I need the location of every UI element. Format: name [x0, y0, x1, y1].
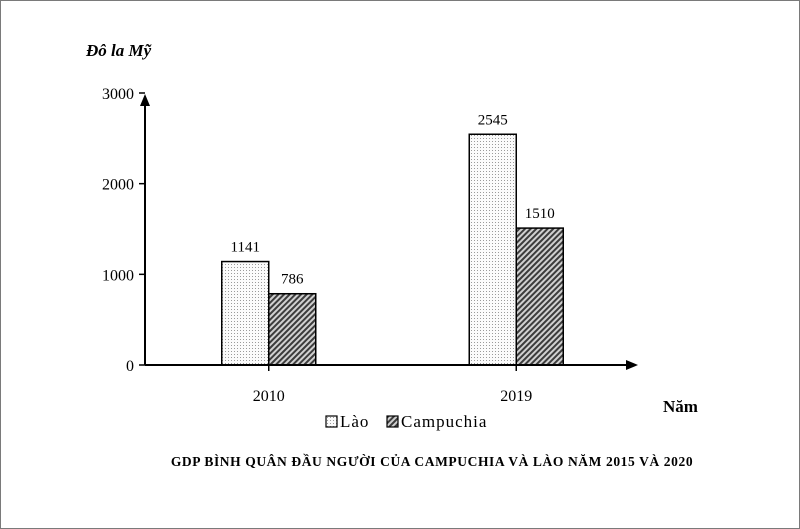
data-label: 2545: [478, 112, 508, 128]
data-label: 786: [281, 272, 304, 288]
chart-title: GDP BÌNH QUÂN ĐẦU NGƯỜI CỦA CAMPUCHIA VÀ…: [171, 454, 693, 469]
y-axis-arrow: [140, 94, 150, 106]
x-tick-label: 2010: [253, 388, 285, 405]
data-label: 1141: [231, 240, 260, 256]
bar-lao-2010: [221, 260, 270, 366]
y-tick-label: 2000: [102, 177, 134, 194]
data-label: 1510: [525, 206, 555, 222]
y-tick-label: 3000: [102, 86, 134, 103]
legend-label-lao: Lào: [340, 412, 369, 431]
bar-campuchia-2010: [268, 292, 317, 366]
legend: Lào Campuchia: [325, 412, 487, 431]
y-tick-label: 1000: [102, 267, 134, 284]
x-axis-arrow: [626, 360, 638, 370]
bar-lao-2019: [468, 133, 517, 366]
legend-swatch-campuchia: [386, 415, 399, 428]
x-tick-label: 2019: [500, 388, 532, 405]
x-axis-title: Năm: [663, 397, 698, 416]
y-tick-label: 0: [126, 358, 134, 375]
bar-campuchia-2019: [515, 227, 564, 366]
legend-swatch-lao: [325, 415, 338, 428]
y-axis-title: Đô la Mỹ: [85, 41, 152, 60]
legend-label-campuchia: Campuchia: [401, 412, 487, 431]
